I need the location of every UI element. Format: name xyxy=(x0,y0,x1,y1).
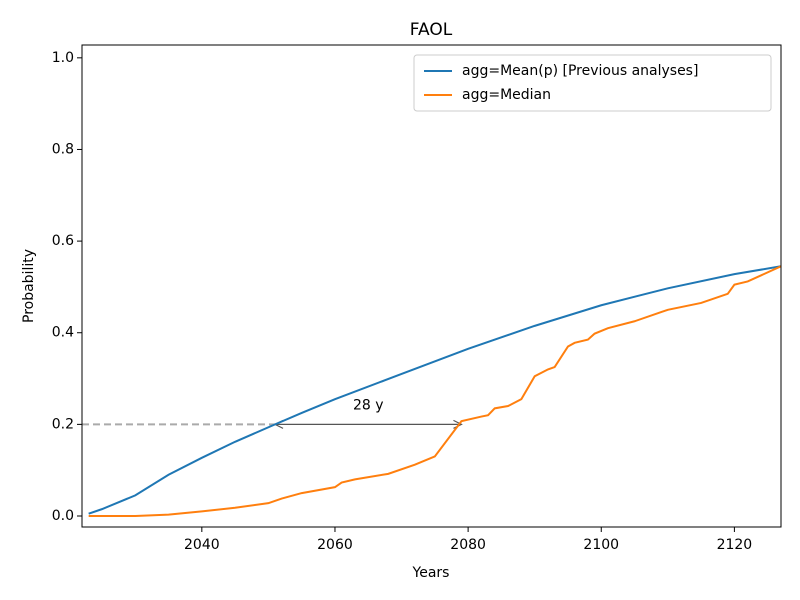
plot-frame xyxy=(81,44,782,528)
y-tick-label: 0.2 xyxy=(52,416,74,432)
y-tick-label: 0.4 xyxy=(52,325,74,341)
chart-title: FAOL xyxy=(410,20,453,40)
x-tick-label: 2120 xyxy=(717,537,753,553)
y-tick-label: 0.0 xyxy=(52,508,74,524)
legend-box xyxy=(413,54,772,112)
series-line xyxy=(88,265,781,515)
y-tick-label: 1.0 xyxy=(52,50,74,66)
annotation-label: 28 y xyxy=(353,397,384,413)
legend-label: agg=Mean(p) [Previous analyses] xyxy=(462,63,698,79)
y-axis-label: Probability xyxy=(21,249,37,323)
series-line xyxy=(88,265,781,518)
x-tick-label: 2040 xyxy=(184,537,220,553)
y-tick-label: 0.6 xyxy=(52,233,74,249)
x-tick-label: 2080 xyxy=(450,537,486,553)
x-tick-label: 2100 xyxy=(583,537,619,553)
x-axis-label: Years xyxy=(412,565,450,581)
x-tick-label: 2060 xyxy=(317,537,353,553)
legend-label: agg=Median xyxy=(462,87,551,103)
y-tick-label: 0.8 xyxy=(52,141,74,157)
